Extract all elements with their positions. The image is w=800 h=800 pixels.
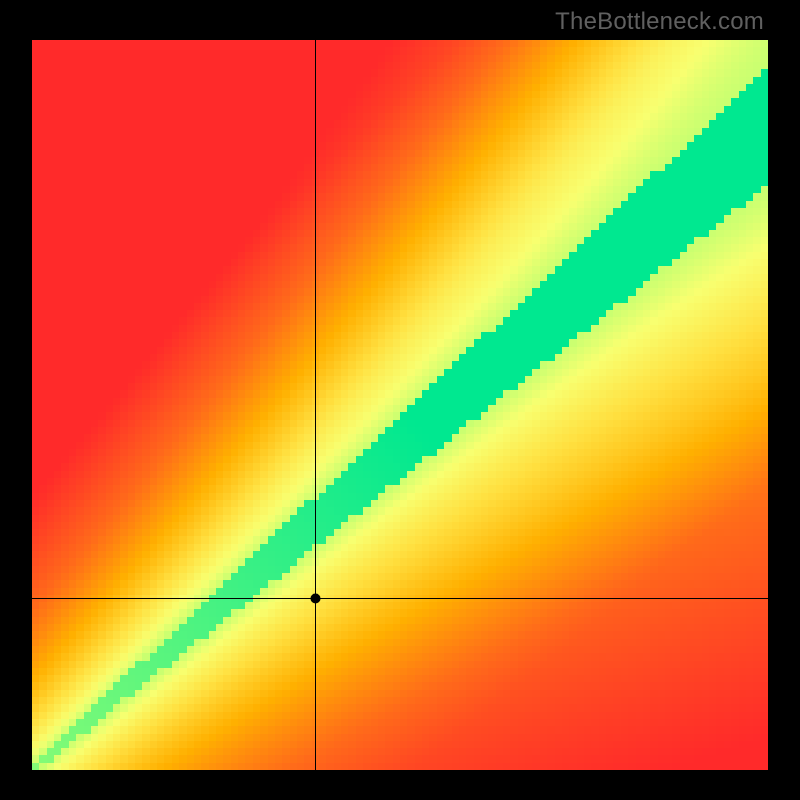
watermark-text: TheBottleneck.com: [555, 8, 764, 36]
heatmap-plot: [32, 40, 768, 770]
heatmap-canvas: [32, 40, 768, 770]
